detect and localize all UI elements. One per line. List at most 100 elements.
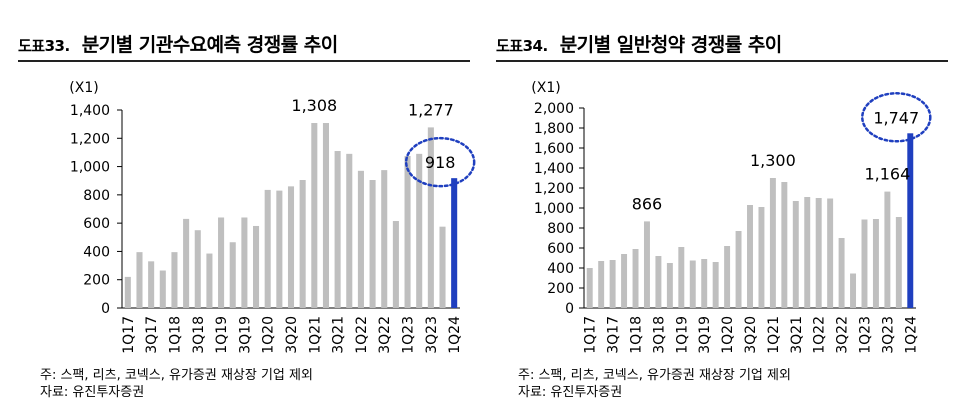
figure-heading: 도표34. 분기별 일반청약 경쟁률 추이 [496, 30, 948, 62]
x-tick-label: 3Q20 [284, 316, 300, 354]
x-tick-label: 1Q21 [766, 316, 782, 354]
bar-4Q23 [439, 226, 446, 308]
x-tick-label: 1Q20 [261, 316, 277, 354]
bar-3Q17 [609, 260, 616, 308]
data-label: 1,300 [750, 151, 796, 170]
data-label: 1,747 [873, 108, 919, 127]
x-tick-label: 3Q17 [606, 316, 622, 354]
y-tick-label: 1,200 [70, 131, 110, 147]
y-tick-label: 600 [547, 241, 574, 257]
bar-1Q23 [861, 219, 868, 308]
bar-2Q19 [229, 242, 236, 308]
bar-2Q23 [872, 219, 879, 308]
y-unit-label: (X1) [531, 80, 560, 96]
bar-4Q17 [621, 254, 628, 308]
footnote-note: 주: 스팩, 리츠, 코넥스, 유가증권 재상장 기업 제외 [40, 368, 313, 383]
y-tick-label: 0 [101, 301, 110, 317]
bar-3Q23 [427, 127, 434, 308]
figure-title: 분기별 일반청약 경쟁률 추이 [559, 34, 783, 56]
figure-heading: 도표33. 분기별 기관수요예측 경쟁률 추이 [18, 30, 470, 62]
bar-1Q18 [171, 252, 178, 308]
bar-1Q19 [218, 217, 225, 308]
y-tick-label: 1,800 [534, 121, 574, 137]
footnote-source: 자료: 유진투자증권 [518, 385, 623, 400]
bar-2Q19 [689, 260, 696, 308]
bar-chart-retail-subscription: (X1) 0 200 400 600 800 1,000 1,200 1,400 1,600 1,8… [531, 80, 932, 354]
bar-4Q22 [850, 273, 857, 308]
bar-2Q17 [598, 261, 605, 308]
x-tick-label: 3Q21 [789, 316, 805, 354]
bar-2Q23 [416, 153, 423, 308]
bar-2Q21 [322, 123, 329, 308]
y-tick-label: 1,400 [534, 161, 574, 177]
x-tick-label: 3Q20 [743, 316, 759, 354]
chart-panel-retail: 도표34. 분기별 일반청약 경쟁률 추이 (X1) 0 200 400 600 800 1,… [478, 0, 956, 413]
bar-2Q18 [643, 221, 650, 308]
y-tick-label: 400 [83, 244, 110, 260]
bar-2Q20 [735, 231, 742, 308]
bar-2Q20 [276, 190, 283, 308]
bar-2Q22 [827, 198, 834, 308]
bar-1Q22 [815, 198, 822, 308]
data-label: 918 [425, 153, 456, 172]
x-tick-label: 1Q17 [583, 316, 599, 354]
bar-1Q17 [586, 268, 593, 308]
bar-4Q22 [392, 221, 399, 308]
x-tick-label: 1Q23 [401, 316, 417, 354]
x-tick-label: 1Q19 [674, 316, 690, 354]
figure-number: 도표34. [496, 37, 548, 55]
x-tick-label: 1Q21 [307, 316, 323, 354]
y-tick-label: 1,000 [534, 201, 574, 217]
bar-4Q20 [758, 207, 765, 308]
x-tick-label: 1Q19 [214, 316, 230, 354]
y-tick-label: 1,200 [534, 181, 574, 197]
bar-4Q23 [895, 217, 902, 308]
x-tick-label: 3Q23 [880, 316, 896, 354]
bar-3Q20 [747, 205, 753, 308]
bar-4Q19 [712, 262, 719, 308]
y-tick-label: 1,600 [534, 141, 574, 157]
x-tick-label: 3Q19 [697, 316, 713, 354]
highlight-circle [404, 136, 476, 188]
y-tick-label: 800 [83, 188, 110, 204]
x-tick-label: 3Q22 [835, 316, 851, 354]
bar-1Q18 [632, 249, 639, 308]
bar-4Q17 [159, 270, 166, 308]
y-unit-label: (X1) [69, 80, 98, 96]
bar-3Q21 [792, 201, 799, 308]
bar-3Q21 [334, 151, 341, 308]
bar-1Q20 [264, 189, 271, 308]
y-tick-label: 0 [565, 301, 574, 317]
x-tick-label: 3Q22 [377, 316, 393, 354]
bar-3Q20 [287, 186, 295, 308]
y-tick-label: 200 [547, 281, 574, 297]
bar-1Q24 [907, 133, 914, 308]
bar-4Q21 [346, 153, 353, 308]
x-tick-label: 1Q17 [121, 316, 137, 354]
chart-panel-institutional: 도표33. 분기별 기관수요예측 경쟁률 추이 (X1) 0 200 400 600 800… [18, 30, 476, 400]
x-tick-label: 1Q22 [354, 316, 370, 354]
bar-4Q20 [299, 180, 306, 308]
highlight-circle [861, 92, 932, 143]
bar-3Q19 [241, 217, 248, 308]
y-tick-label: 200 [83, 273, 110, 289]
bar-3Q17 [148, 261, 155, 308]
bar-2Q22 [369, 180, 376, 308]
bar-4Q19 [253, 225, 260, 308]
x-tick-label: 1Q24 [903, 316, 919, 354]
footnote-source: 자료: 유진투자증권 [40, 385, 145, 400]
bar-1Q24 [451, 178, 458, 308]
data-label: 866 [632, 194, 663, 213]
x-tick-label: 1Q20 [720, 316, 736, 354]
bar-3Q22 [838, 238, 845, 308]
x-tick-label: 3Q23 [424, 316, 440, 354]
x-tick-label: 1Q23 [857, 316, 873, 354]
data-label: 1,164 [864, 165, 910, 184]
bar-3Q19 [701, 259, 708, 308]
bar-3Q22 [381, 170, 388, 308]
bar-chart-institutional-demand: (X1) 0 200 400 600 800 1,000 1,200 1,400 1Q17 3Q17… [69, 80, 476, 354]
bar-3Q23 [884, 191, 891, 308]
footnote-note: 주: 스팩, 리츠, 코넥스, 유가증권 재상장 기업 제외 [518, 368, 791, 383]
x-tick-label: 3Q17 [144, 316, 160, 354]
x-tick-label: 3Q18 [191, 316, 207, 354]
